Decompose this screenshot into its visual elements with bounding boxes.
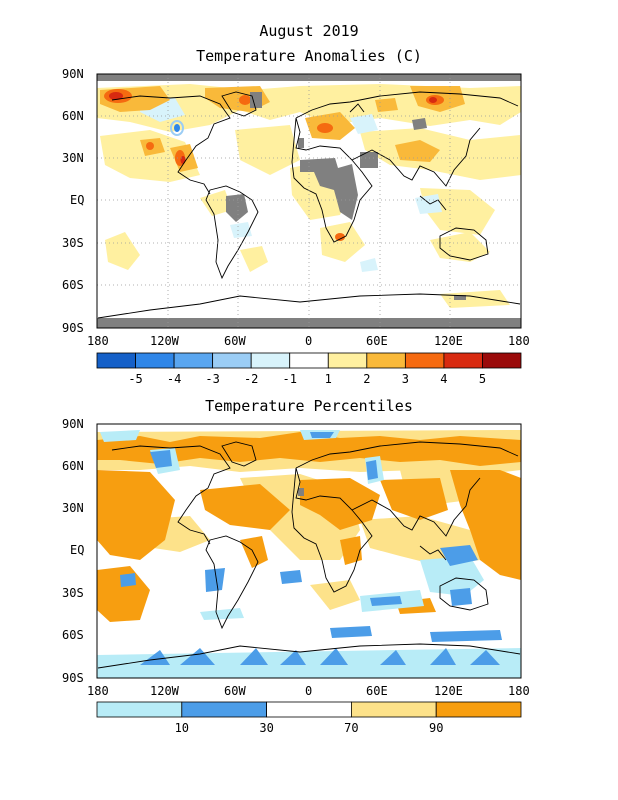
anomaly-colorbar-label: 2 (363, 372, 370, 386)
percentile-colorbar-swatch (96, 701, 183, 718)
percentile-colorbar-swatch (266, 701, 352, 718)
anomaly-colorbar-label: 1 (325, 372, 332, 386)
lon-label-120e: 120E (434, 334, 463, 348)
anomaly-colorbar-swatch (366, 352, 406, 369)
lon-label-120w: 120W (150, 334, 180, 348)
map-date: August 2019 (259, 22, 359, 40)
lat-label-30n-2: 30N (62, 501, 84, 515)
lat-label-90s: 90S (62, 321, 84, 335)
lon-label-60e: 60E (366, 334, 388, 348)
anomaly-colorbar: -5 -4 -3 -2 -1 1 2 3 4 5 (96, 352, 522, 386)
lon-label-0: 0 (305, 334, 312, 348)
anomaly-colorbar-swatch (173, 352, 214, 369)
anomaly-colorbar-swatch (289, 352, 329, 369)
anomaly-colorbar-swatch (212, 352, 252, 369)
lat-label-eq-2: EQ (70, 543, 84, 557)
percentile-colorbar-label: 70 (344, 721, 358, 735)
lon-label-120e-2: 120E (434, 684, 463, 698)
anomaly-map-title: Temperature Anomalies (C) (196, 47, 422, 65)
lon-label-180w: 180 (87, 334, 109, 348)
percentile-coastlines (97, 441, 521, 669)
percentile-map: 90N 60N 30N EQ 30S 60S 90S 180 120W 60W … (62, 417, 530, 698)
percentile-colorbar-label: 30 (259, 721, 273, 735)
lon-label-60e-2: 60E (366, 684, 388, 698)
lon-label-60w: 60W (224, 334, 246, 348)
anomaly-gridlines (97, 74, 521, 328)
anomaly-colorbar-label: -4 (167, 372, 181, 386)
lat-label-30n: 30N (62, 151, 84, 165)
anomaly-colorbar-label: -5 (128, 372, 142, 386)
anomaly-colorbar-swatch (482, 352, 522, 369)
percentile-colorbar-swatch (435, 701, 522, 718)
lat-label-60n-2: 60N (62, 459, 84, 473)
percentile-colorbar-label: 90 (429, 721, 443, 735)
anomaly-colorbar-label: 3 (402, 372, 409, 386)
anomaly-colorbar-label: 5 (479, 372, 486, 386)
lat-label-90n-2: 90N (62, 417, 84, 431)
lat-label-60s: 60S (62, 278, 84, 292)
percentile-colorbar: 10 30 70 90 (96, 701, 522, 735)
percentile-map-title: Temperature Percentiles (205, 397, 413, 415)
anomaly-colorbar-swatch (327, 352, 368, 369)
lat-label-60n: 60N (62, 109, 84, 123)
lat-label-90s-2: 90S (62, 671, 84, 685)
percentile-colorbar-swatch (350, 701, 437, 718)
percentile-field (97, 430, 521, 678)
anomaly-map: 90N 60N 30N EQ 30S 60S 90S 180 120W 60W … (62, 67, 530, 348)
percentile-colorbar-swatch (181, 701, 268, 718)
anomaly-colorbar-label: 4 (440, 372, 447, 386)
lat-label-eq: EQ (70, 193, 84, 207)
anomaly-colorbar-swatch (404, 352, 445, 369)
anomaly-colorbar-swatch (443, 352, 483, 369)
lon-label-180w-2: 180 (87, 684, 109, 698)
anomaly-colorbar-swatch (250, 352, 291, 369)
anomaly-colorbar-label: -2 (244, 372, 258, 386)
lat-label-30s-2: 30S (62, 586, 84, 600)
percentile-colorbar-label: 10 (175, 721, 189, 735)
anomaly-coastlines (97, 91, 521, 319)
lon-label-180e: 180 (508, 334, 530, 348)
lon-label-0-2: 0 (305, 684, 312, 698)
lat-label-90n: 90N (62, 67, 84, 81)
lat-label-30s: 30S (62, 236, 84, 250)
anomaly-colorbar-label: -3 (205, 372, 219, 386)
lon-label-180e-2: 180 (508, 684, 530, 698)
lon-label-120w-2: 120W (150, 684, 180, 698)
lon-label-60w-2: 60W (224, 684, 246, 698)
anomaly-colorbar-label: -1 (283, 372, 297, 386)
anomaly-colorbar-swatch (96, 352, 136, 369)
anomaly-colorbar-swatch (135, 352, 175, 369)
lat-label-60s-2: 60S (62, 628, 84, 642)
